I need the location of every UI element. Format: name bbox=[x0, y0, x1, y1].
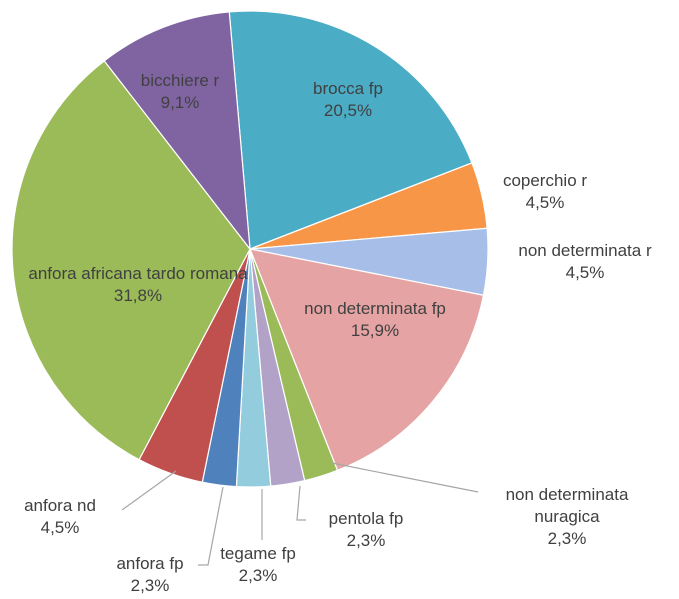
value-label: 2,3% bbox=[547, 529, 587, 549]
value-label: 2,3% bbox=[346, 531, 386, 550]
value-label: 2,3% bbox=[130, 576, 170, 595]
value-label: 15,9% bbox=[350, 321, 400, 340]
pie-slice bbox=[11, 59, 251, 461]
slice-label: non determinata r 4,5% bbox=[495, 240, 675, 284]
value-label: 2,3% bbox=[238, 566, 278, 585]
category-label: non determinata nuragica bbox=[505, 484, 629, 526]
category-label: non determinata r bbox=[518, 240, 652, 260]
slice-label: tegame fp 2,3% bbox=[198, 543, 318, 587]
category-label: coperchio r bbox=[502, 170, 588, 190]
leader-line bbox=[331, 462, 479, 493]
value-label: 4,5% bbox=[40, 518, 80, 537]
category-label: bicchiere r bbox=[140, 70, 220, 90]
slice-label: anfora nd 4,5% bbox=[0, 495, 120, 539]
category-label: anfora fp bbox=[116, 553, 184, 573]
slice-label: anfora fp 2,3% bbox=[90, 553, 210, 597]
category-label: pentola fp bbox=[328, 508, 404, 528]
category-label: brocca fp bbox=[313, 78, 383, 98]
slice-label: non determinata nuragica 2,3% bbox=[482, 484, 652, 550]
leader-line bbox=[296, 485, 306, 521]
leader-line bbox=[198, 486, 224, 566]
category-label: anfora africana tardo romana bbox=[28, 263, 248, 283]
value-label: 9,1% bbox=[160, 93, 200, 112]
slice-label: pentola fp 2,3% bbox=[306, 508, 426, 552]
category-label: tegame fp bbox=[220, 543, 296, 563]
pie-slice bbox=[103, 11, 251, 251]
value-label: 31,8% bbox=[113, 286, 163, 305]
value-label: 20,5% bbox=[323, 101, 373, 120]
slice-label: coperchio r 4,5% bbox=[485, 170, 605, 214]
pie-slice bbox=[249, 248, 485, 472]
category-label: non determinata fp bbox=[304, 298, 446, 318]
slice-label: bicchiere r 9,1% bbox=[120, 70, 240, 114]
value-label: 4,5% bbox=[565, 263, 605, 282]
value-label: 4,5% bbox=[525, 193, 565, 212]
pie-slice bbox=[228, 10, 473, 250]
category-label: anfora nd bbox=[24, 495, 96, 515]
slice-label: non determinata fp 15,9% bbox=[275, 298, 475, 342]
slice-label: anfora africana tardo romana 31,8% bbox=[8, 263, 268, 307]
slice-label: brocca fp 20,5% bbox=[273, 78, 423, 122]
leader-line bbox=[121, 470, 177, 511]
